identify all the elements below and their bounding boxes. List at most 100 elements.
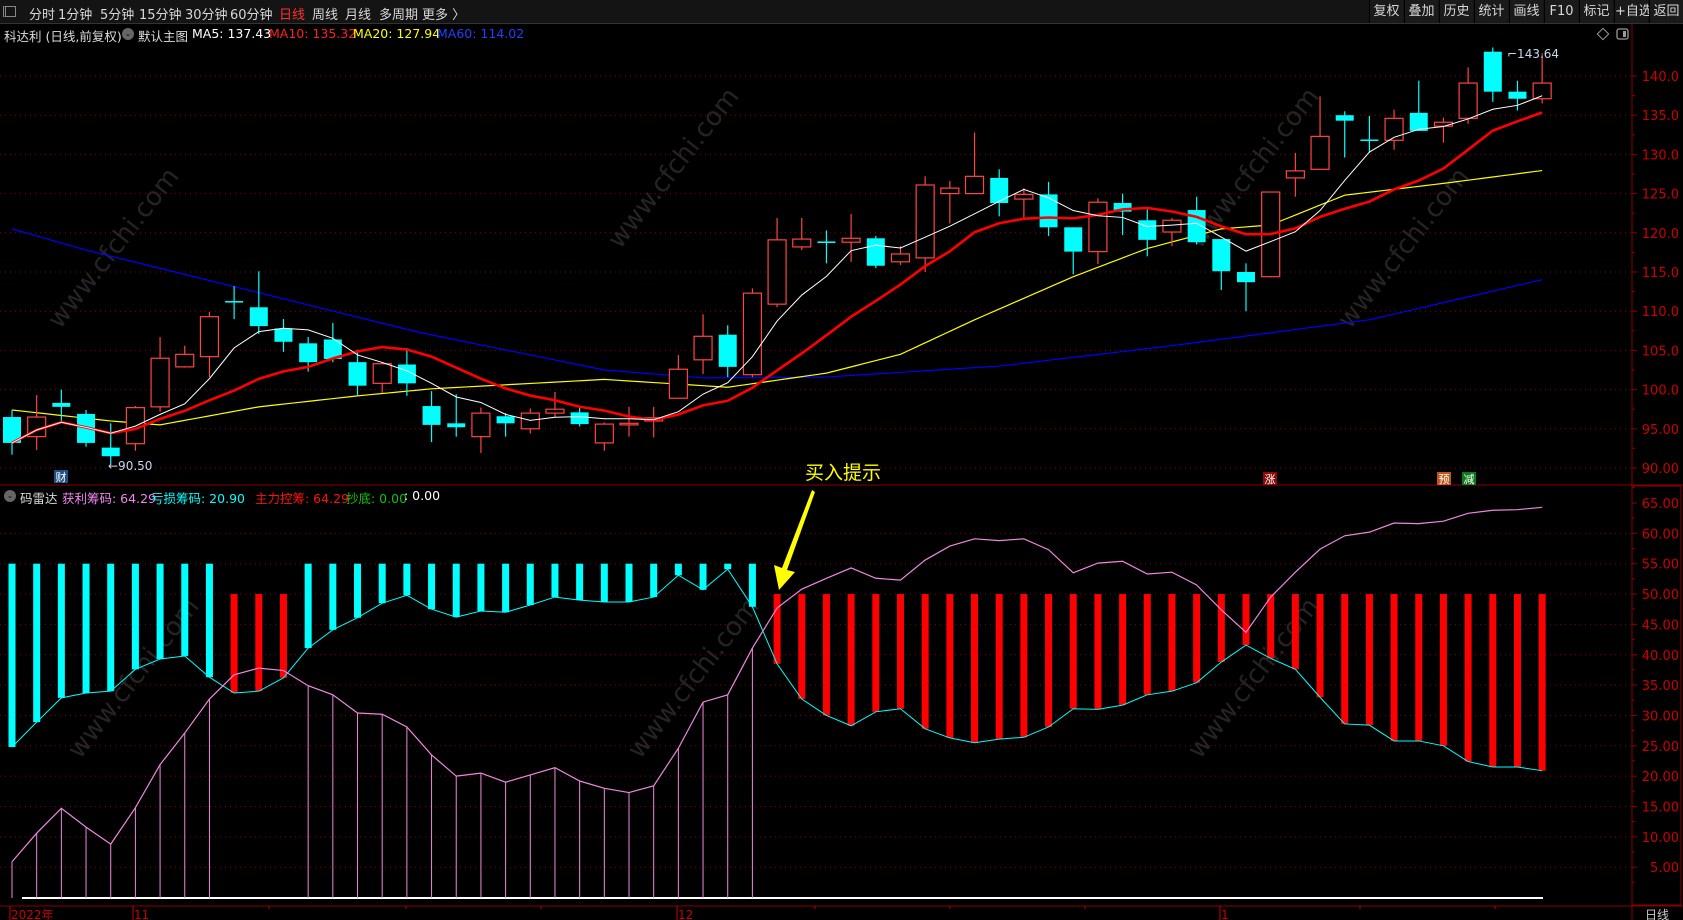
candle-body bbox=[1310, 135, 1330, 170]
loss-bar bbox=[452, 563, 460, 618]
panel-toggle-icon[interactable] bbox=[1616, 28, 1629, 40]
candle bbox=[1039, 181, 1058, 236]
toolbar-button[interactable]: 画线 bbox=[1509, 0, 1543, 23]
extra-label: : 0.00 bbox=[404, 488, 441, 503]
candle-body bbox=[915, 184, 935, 259]
control-bar bbox=[1489, 594, 1497, 768]
toolbar-button[interactable]: 统计 bbox=[1474, 0, 1508, 23]
control-bar bbox=[1143, 594, 1151, 695]
candle bbox=[1409, 80, 1428, 131]
loss-bar bbox=[403, 563, 411, 596]
ma60-label: MA60: 114.02 bbox=[437, 26, 525, 41]
badge-label[interactable]: 减 bbox=[1464, 473, 1475, 486]
period-tab[interactable]: 15分钟 bbox=[139, 8, 182, 23]
control-bar bbox=[1267, 594, 1275, 659]
candle bbox=[594, 422, 614, 451]
indicator-tick-label: 65.00 bbox=[1642, 497, 1679, 512]
candle bbox=[520, 408, 540, 434]
badge-label[interactable]: 涨 bbox=[1265, 473, 1276, 486]
candle bbox=[150, 337, 170, 412]
candle-body bbox=[1409, 112, 1428, 131]
period-tab[interactable]: 1分钟 bbox=[58, 8, 93, 23]
toolbar-button[interactable]: 历史 bbox=[1439, 0, 1473, 23]
candle-body bbox=[299, 343, 318, 363]
candle bbox=[1237, 263, 1255, 312]
loss-bar bbox=[82, 563, 90, 693]
indicator-tick-label: 25.00 bbox=[1642, 740, 1679, 755]
candle bbox=[1088, 198, 1108, 265]
candle bbox=[915, 176, 935, 272]
candle-body bbox=[1335, 115, 1354, 121]
period-tab[interactable]: 日线 bbox=[279, 8, 306, 23]
period-tab[interactable]: 周线 bbox=[312, 8, 339, 23]
candle bbox=[644, 406, 664, 438]
candle-body bbox=[718, 334, 737, 367]
period-tab[interactable]: 更多 〉 bbox=[422, 8, 466, 23]
badge-label[interactable]: 财 bbox=[56, 470, 67, 484]
control-bar bbox=[1242, 594, 1250, 646]
candle bbox=[1433, 117, 1454, 143]
buy-hint-label: 买入提示 bbox=[805, 462, 881, 484]
chevron-down-icon[interactable]: ⌄ bbox=[122, 28, 134, 40]
candle-body bbox=[792, 238, 812, 248]
template-selector[interactable]: 默认主图 bbox=[138, 29, 189, 44]
date-label: 12 bbox=[678, 908, 693, 920]
loss-bar bbox=[354, 563, 362, 618]
chevron-down-icon[interactable]: ⌄ bbox=[4, 490, 16, 502]
sidebar-toggle-icon[interactable] bbox=[3, 6, 16, 17]
control-bar bbox=[896, 594, 904, 709]
low-price-label: ←90.50 bbox=[108, 459, 152, 473]
candle-body bbox=[668, 368, 688, 399]
period-tab[interactable]: 月线 bbox=[345, 8, 372, 23]
toolbar-button[interactable]: 叠加 bbox=[1404, 0, 1438, 23]
period-tab[interactable]: 60分钟 bbox=[230, 8, 273, 23]
candle bbox=[225, 286, 244, 320]
candle-body bbox=[866, 238, 885, 266]
candle bbox=[1310, 96, 1330, 171]
loss-bar bbox=[329, 563, 337, 630]
candle bbox=[890, 246, 911, 265]
period-tab[interactable]: 分时 bbox=[29, 8, 56, 23]
control-bar bbox=[1365, 594, 1373, 726]
loss-chips-line bbox=[11, 568, 1543, 772]
candle-body bbox=[175, 353, 195, 368]
loss-bar bbox=[33, 563, 41, 723]
loss-bar bbox=[699, 563, 707, 590]
loss-bar bbox=[107, 563, 115, 692]
price-tick-label: 120.0 bbox=[1642, 227, 1679, 242]
toolbar-button[interactable]: 复权 bbox=[1369, 0, 1403, 23]
candle bbox=[1532, 53, 1552, 104]
diamond-icon[interactable] bbox=[1596, 27, 1610, 41]
loss-bar bbox=[551, 563, 559, 598]
indicator-tick-label: 45.00 bbox=[1642, 618, 1679, 633]
price-tick-label: 135.0 bbox=[1642, 109, 1679, 124]
period-tab[interactable]: 5分钟 bbox=[100, 8, 135, 23]
toolbar-button[interactable]: F10 bbox=[1544, 0, 1578, 23]
candle-body bbox=[422, 406, 441, 425]
control-bar bbox=[995, 594, 1003, 740]
date-label: 11 bbox=[134, 908, 149, 920]
loss-bar bbox=[748, 563, 756, 607]
toolbar-button[interactable]: +自选 bbox=[1614, 0, 1652, 23]
period-tab[interactable]: 30分钟 bbox=[185, 8, 228, 23]
candle-body bbox=[1162, 219, 1182, 233]
loss-bar bbox=[428, 563, 436, 610]
watermark-text: www.cfchi.com bbox=[622, 592, 766, 764]
period-tab[interactable]: 多周期 bbox=[379, 8, 419, 23]
ma60-line bbox=[11, 228, 1543, 379]
ma20-line bbox=[11, 169, 1543, 426]
candle-body bbox=[1088, 201, 1108, 253]
badge-label[interactable]: 预 bbox=[1439, 473, 1450, 486]
toolbar-button[interactable]: 返回 bbox=[1649, 0, 1683, 23]
candle-body bbox=[225, 301, 244, 303]
loss-bar bbox=[502, 563, 510, 613]
candle-body bbox=[1212, 239, 1231, 272]
control-chips-label: 主力控筹: 64.29 bbox=[255, 491, 349, 506]
candle-body bbox=[1508, 91, 1527, 99]
candle-body bbox=[570, 412, 589, 425]
control-bar bbox=[1415, 594, 1423, 741]
candle-body bbox=[767, 239, 787, 305]
toolbar-button[interactable]: 标记 bbox=[1579, 0, 1613, 23]
stock-title: 科达利 (日线,前复权) bbox=[4, 29, 122, 44]
